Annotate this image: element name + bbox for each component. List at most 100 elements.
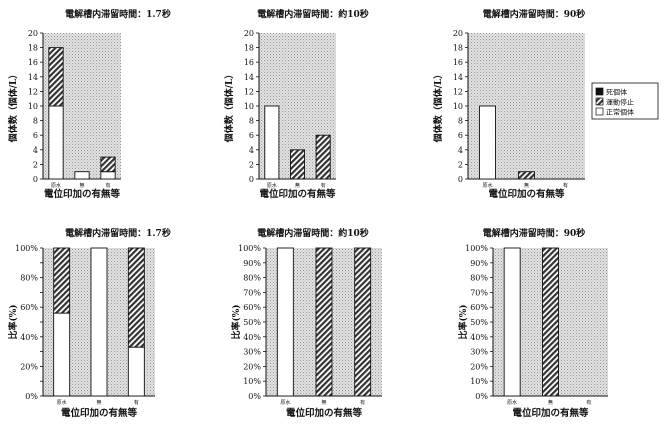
x-category-label: 原水 bbox=[280, 399, 290, 406]
y-tick-label: 30% bbox=[470, 348, 488, 357]
y-tick-label: 2 bbox=[33, 160, 38, 169]
x-axis-label: 電位印加の有無等 bbox=[44, 188, 121, 200]
x-axis-label: 電位印加の有無等 bbox=[259, 188, 336, 200]
y-tick-label: 12 bbox=[28, 87, 38, 96]
bar-segment bbox=[53, 312, 71, 397]
chart-title: 電解槽内滞留時間：約10秒 bbox=[257, 8, 369, 20]
y-axis-label: 個体数（個体/L） bbox=[223, 70, 235, 144]
y-tick-label: 0% bbox=[25, 392, 38, 401]
y-tick-label: 70% bbox=[470, 288, 488, 297]
x-category-label: 無 bbox=[321, 399, 326, 406]
y-tick-label: 90% bbox=[470, 259, 488, 268]
y-tick-label: 30% bbox=[243, 348, 261, 357]
y-tick-label: 0 bbox=[458, 175, 463, 184]
x-category-label: 無 bbox=[295, 182, 300, 189]
y-tick-label: 10 bbox=[453, 102, 463, 111]
x-category-label: 有 bbox=[134, 399, 139, 406]
legend-swatch bbox=[595, 87, 604, 96]
x-category-label: 無 bbox=[96, 399, 101, 406]
legend-label: 死個体 bbox=[606, 88, 627, 97]
x-category-label: 有 bbox=[360, 399, 365, 406]
y-axis-label: 比率(%) bbox=[230, 304, 242, 339]
chart-title: 電解槽内滞留時間：90秒 bbox=[483, 8, 586, 20]
y-tick-label: 20 bbox=[244, 29, 254, 38]
x-category-label: 有 bbox=[105, 182, 110, 189]
y-tick-label: 70% bbox=[243, 288, 261, 297]
y-tick-label: 8 bbox=[33, 117, 38, 126]
x-axis-label: 電位印加の有無等 bbox=[488, 188, 565, 200]
y-tick-label: 18 bbox=[453, 44, 463, 53]
y-tick-label: 40% bbox=[20, 333, 38, 342]
bar-segment bbox=[276, 247, 294, 397]
y-tick-label: 80% bbox=[243, 274, 261, 283]
y-tick-label: 8 bbox=[249, 117, 254, 126]
y-tick-label: 10 bbox=[28, 102, 38, 111]
chart-panel-1: 0 2 4 6 8 10 12 14 16 18 20 原水 無 有 電解槽内滞留時間：1.7秒電位印加の有… bbox=[7, 8, 171, 200]
chart-title: 電解槽内滞留時間：約10秒 bbox=[257, 227, 369, 239]
y-tick-label: 20% bbox=[243, 362, 261, 371]
y-tick-label: 12 bbox=[244, 87, 254, 96]
y-tick-label: 20% bbox=[20, 362, 38, 371]
chart-title: 電解槽内滞留時間：90秒 bbox=[483, 227, 586, 239]
y-tick-label: 50% bbox=[470, 318, 488, 327]
y-tick-label: 6 bbox=[249, 131, 254, 140]
legend-label: 正常個体 bbox=[606, 108, 634, 117]
y-tick-label: 14 bbox=[28, 73, 38, 82]
y-tick-label: 4 bbox=[33, 146, 38, 155]
y-tick-label: 2 bbox=[458, 160, 463, 169]
y-tick-label: 100% bbox=[15, 244, 38, 253]
x-axis-label: 電位印加の有無等 bbox=[61, 407, 138, 419]
x-category-label: 原水 bbox=[57, 399, 67, 406]
x-category-label: 有 bbox=[321, 182, 326, 189]
y-tick-label: 6 bbox=[458, 131, 463, 140]
y-tick-label: 80% bbox=[470, 274, 488, 283]
y-tick-label: 10 bbox=[244, 102, 254, 111]
y-tick-label: 16 bbox=[453, 58, 463, 67]
y-tick-label: 90% bbox=[243, 259, 261, 268]
bar-segment bbox=[100, 171, 116, 180]
x-axis-label: 電位印加の有無等 bbox=[512, 407, 589, 419]
y-tick-label: 50% bbox=[243, 318, 261, 327]
y-tick-label: 10% bbox=[470, 377, 488, 386]
y-tick-label: 40% bbox=[243, 333, 261, 342]
bar-segment bbox=[53, 247, 71, 314]
y-tick-label: 10% bbox=[243, 377, 261, 386]
y-tick-label: 12 bbox=[453, 87, 463, 96]
y-tick-label: 100% bbox=[465, 244, 488, 253]
bar-segment bbox=[315, 247, 333, 397]
y-tick-label: 60% bbox=[20, 303, 38, 312]
y-tick-label: 80% bbox=[20, 274, 38, 283]
legend-swatch bbox=[595, 97, 604, 106]
y-tick-label: 4 bbox=[458, 146, 463, 155]
bar-segment bbox=[264, 105, 280, 180]
bar-segment bbox=[48, 47, 64, 107]
y-tick-label: 20 bbox=[28, 29, 38, 38]
y-tick-label: 6 bbox=[33, 131, 38, 140]
x-category-label: 無 bbox=[524, 182, 529, 189]
y-tick-label: 18 bbox=[244, 44, 254, 53]
bar-segment bbox=[100, 156, 116, 173]
x-category-label: 有 bbox=[586, 399, 591, 406]
bar-segment bbox=[542, 247, 559, 397]
bar-segment bbox=[289, 149, 306, 180]
y-tick-label: 0 bbox=[249, 175, 254, 184]
bar-segment bbox=[127, 346, 145, 397]
y-axis-label: 個体数（個体/L） bbox=[7, 70, 19, 144]
y-tick-label: 20 bbox=[453, 29, 463, 38]
chart-panel-2: 0 2 4 6 8 10 12 14 16 18 20 原水 無 有 電解槽内滞留時間：約10秒電位印加の有… bbox=[223, 8, 369, 200]
y-tick-label: 2 bbox=[249, 160, 254, 169]
legend-swatch bbox=[595, 107, 604, 116]
y-tick-label: 0 bbox=[33, 175, 38, 184]
x-category-label: 有 bbox=[563, 182, 568, 189]
y-tick-label: 14 bbox=[244, 73, 254, 82]
chart-title: 電解槽内滞留時間：1.7秒 bbox=[65, 8, 171, 20]
y-tick-label: 100% bbox=[238, 244, 261, 253]
x-axis-label: 電位印加の有無等 bbox=[286, 407, 363, 419]
bar-segment bbox=[127, 247, 145, 348]
bar-segment bbox=[90, 247, 108, 397]
chart-panel-6: 0% 10% 20% 30% 40% 50% 60% 70% 80% 90% 100% 原水 無 有 電解槽… bbox=[457, 227, 608, 419]
y-tick-label: 60% bbox=[243, 303, 261, 312]
bar-segment bbox=[479, 105, 496, 180]
